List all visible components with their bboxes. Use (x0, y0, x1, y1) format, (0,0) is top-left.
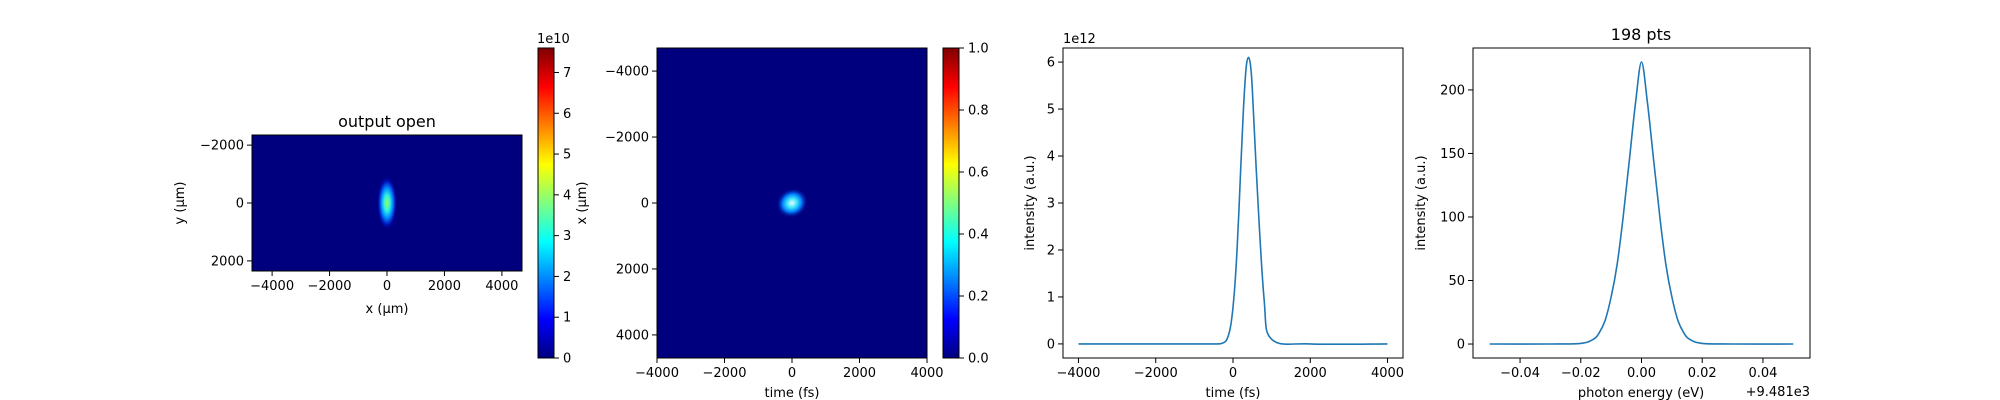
x-tick-label: −2000 (1134, 366, 1178, 381)
x-tick-label: 4000 (910, 366, 943, 381)
x-axis-label: photon energy (eV) (1578, 386, 1704, 400)
x-tick-label: −2000 (308, 279, 352, 294)
colorbar-tick-label: 6 (563, 107, 571, 122)
colorbar-ticks: 0 1 2 3 4 5 6 7 (554, 66, 571, 367)
x-tick-label: 0.04 (1748, 366, 1777, 381)
panel-photon-energy: 198 pts −0.04 −0.02 0.00 0.02 0.04 0 50 100 150… (1414, 25, 1811, 400)
y-tick-label: 0 (1047, 337, 1055, 352)
y-tick-label: 150 (1440, 147, 1465, 162)
x-offset-label: +9.481e3 (1746, 385, 1810, 400)
x-tick-label: 2000 (428, 279, 461, 294)
y-tick-label: 4 (1047, 150, 1055, 165)
panel-time-x: −4000 −2000 0 2000 4000 −4000−2000020004000 … (575, 42, 989, 400)
x-tick-label: −4000 (635, 366, 679, 381)
x-tick-label: −0.04 (1500, 366, 1540, 381)
x-tick-label: 0 (383, 279, 391, 294)
x-tick-label: −0.02 (1561, 366, 1601, 381)
colorbar-tick-label: 5 (563, 148, 571, 163)
colorbar-tick-label: 2 (563, 270, 571, 285)
x-axis-ticks: −4000 −2000 0 2000 4000 (1056, 358, 1404, 381)
colorbar-tick-label: 0.8 (968, 104, 989, 119)
colorbar-tick-label: 7 (563, 66, 571, 81)
y-tick-label: 200 (1440, 83, 1465, 98)
y-tick-label: 0 (641, 197, 649, 212)
x-tick-label: 0 (788, 366, 796, 381)
x-tick-label: 4000 (1371, 366, 1404, 381)
x-tick-label: 0.00 (1627, 366, 1656, 381)
y-tick-label: 2000 (211, 254, 244, 269)
chart-title: output open (338, 112, 436, 131)
y-tick-label: 100 (1440, 210, 1465, 225)
y-tick-label: 0 (1457, 338, 1465, 353)
colorbar-ticks: 0.0 0.2 0.4 0.6 0.8 1.0 (959, 42, 989, 367)
y-tick-label: −2000 (200, 139, 244, 154)
y-tick-label: −2000 (605, 131, 649, 146)
panel-time-intensity: −4000 −2000 0 2000 4000 0 1 2 3 4 5 6 1e12 time (f… (1023, 32, 1404, 400)
x-axis-label: time (fs) (765, 386, 820, 400)
series-line (1078, 56, 1388, 346)
y-axis-label: intensity (a.u.) (1414, 155, 1429, 250)
y-tick-label: 2000 (616, 262, 649, 277)
colorbar-tick-label: 4 (563, 188, 571, 203)
colorbar-tick-label: 0.4 (968, 228, 989, 243)
x-axis-ticks: −0.04 −0.02 0.00 0.02 0.04 (1500, 358, 1777, 381)
x-tick-label: 2000 (1294, 366, 1327, 381)
y-tick-label: 0 (236, 197, 244, 212)
series-line (1489, 61, 1794, 345)
colorbar (537, 47, 555, 359)
x-axis-ticks: −4000 −2000 0 2000 4000 (635, 358, 944, 381)
y-axis-ticks: 0 1 2 3 4 5 6 (1047, 56, 1063, 352)
y-axis-ticks: 0 50 100 150 200 (1440, 83, 1473, 353)
x-tick-label: 0 (1229, 366, 1237, 381)
colorbar-tick-label: 1 (563, 311, 571, 326)
x-axis-label: x (μm) (366, 302, 409, 317)
colorbar-tick-label: 0.6 (968, 166, 989, 181)
colorbar-tick-label: 0 (563, 352, 571, 367)
colorbar-tick-label: 0.2 (968, 290, 989, 305)
y-tick-label: 2 (1047, 243, 1055, 258)
y-tick-label: 6 (1047, 56, 1055, 71)
y-offset-label: 1e12 (1063, 32, 1096, 47)
x-axis-label: time (fs) (1206, 386, 1261, 400)
colorbar-offset-label: 1e10 (537, 32, 570, 47)
y-tick-label: 4000 (616, 328, 649, 343)
y-axis-label: intensity (a.u.) (1023, 155, 1038, 250)
colorbar-tick-label: 3 (563, 229, 571, 244)
y-tick-label: 50 (1448, 274, 1465, 289)
intensity-spot (376, 176, 398, 230)
colorbar (942, 47, 960, 359)
plot-frame (1472, 47, 1811, 359)
x-tick-label: 0.02 (1688, 366, 1717, 381)
y-axis-label: x (μm) (575, 182, 590, 225)
x-tick-label: −4000 (250, 279, 294, 294)
colorbar-tick-label: 1.0 (968, 42, 989, 57)
y-axis-label: y (μm) (173, 182, 188, 225)
y-tick-label: 1 (1047, 290, 1055, 305)
y-tick-label: 3 (1047, 197, 1055, 212)
y-axis-ticks: −4000 −2000 0 2000 4000 (605, 65, 657, 343)
x-tick-label: 2000 (843, 366, 876, 381)
colorbar-tick-label: 0.0 (968, 352, 989, 367)
x-tick-label: 4000 (485, 279, 518, 294)
x-tick-label: −2000 (703, 366, 747, 381)
y-tick-label: −4000 (605, 65, 649, 80)
y-axis-ticks: −2000 0 2000 (200, 139, 252, 269)
panel-output-open: output open −4000 −2000 0 2000 4000 −2000020… (173, 32, 571, 367)
y-tick-label: 5 (1047, 103, 1055, 118)
x-tick-label: −4000 (1056, 366, 1100, 381)
chart-title: 198 pts (1611, 25, 1671, 44)
intensity-spot (776, 188, 808, 218)
x-axis-ticks: −4000 −2000 0 2000 4000 (250, 271, 518, 294)
